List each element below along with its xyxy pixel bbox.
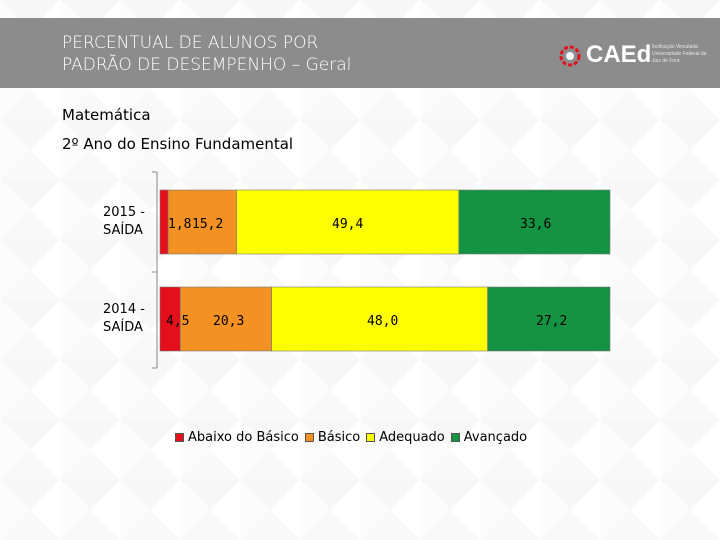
caed-logo: CAEd Instituição Vinculada Universidade … (558, 40, 708, 74)
bar-2-1 (271, 286, 488, 352)
bar-2-0 (236, 189, 460, 255)
legend-item-abaixo: Abaixo do Básico (175, 430, 299, 445)
chart-legend: Abaixo do Básico Básico Adequado Avançad… (175, 430, 533, 445)
legend-label-adequado: Adequado (379, 430, 445, 445)
logo-word: CAEd (586, 41, 652, 68)
legend-label-avancado: Avançado (463, 430, 528, 445)
subject-label: Matemática (62, 106, 151, 124)
data-label-0-0: 1,8 (168, 217, 191, 232)
data-label-2-0: 49,4 (332, 217, 363, 232)
data-label-1-1: 20,3 (213, 314, 244, 329)
bar-0-0 (159, 189, 169, 255)
legend-item-adequado: Adequado (366, 430, 445, 445)
legend-label-basico: Básico (317, 430, 361, 445)
grade-label: 2º Ano do Ensino Fundamental (62, 135, 294, 153)
bar-3-1 (487, 286, 611, 352)
logo-mark-icon (559, 45, 581, 67)
legend-swatch-avancado (450, 433, 460, 442)
legend-label-abaixo: Abaixo do Básico (188, 430, 299, 445)
legend-swatch-abaixo (175, 433, 184, 442)
legend-swatch-adequado (366, 433, 376, 442)
category-label-0-0: 2015 - (103, 205, 145, 220)
data-label-1-0: 15,2 (192, 217, 223, 232)
bar-3-0 (458, 189, 611, 255)
header-bar: PERCENTUAL DE ALUNOS POR PADRÃO DE DESEM… (0, 18, 720, 88)
legend-item-avancado: Avançado (450, 430, 528, 445)
title-line-2: PADRÃO DE DESEMPENHO – Geral (62, 55, 352, 75)
logo-caption: Instituição Vinculada Universidade Feder… (652, 44, 707, 64)
data-label-3-1: 27,2 (536, 314, 567, 329)
page-title: PERCENTUAL DE ALUNOS POR PADRÃO DE DESEM… (62, 32, 422, 76)
bar-1-0 (167, 189, 237, 255)
category-label-1-1: SAÍDA (103, 319, 143, 335)
data-label-0-1: 4,5 (166, 314, 189, 329)
title-line-1: PERCENTUAL DE ALUNOS POR (62, 33, 319, 53)
legend-item-basico: Básico (304, 430, 361, 445)
data-label-2-1: 48,0 (367, 314, 398, 329)
data-label-3-0: 33,6 (520, 217, 551, 232)
legend-swatch-basico (304, 433, 314, 442)
bar-1-1 (179, 286, 272, 352)
stacked-bar-chart: 2015 - SAÍDA 2014 - SAÍDA 1,8 15,2 49,4 33,6 4,5… (103, 171, 611, 369)
category-label-1-0: 2014 - (103, 302, 145, 317)
category-label-0-1: SAÍDA (103, 222, 143, 238)
